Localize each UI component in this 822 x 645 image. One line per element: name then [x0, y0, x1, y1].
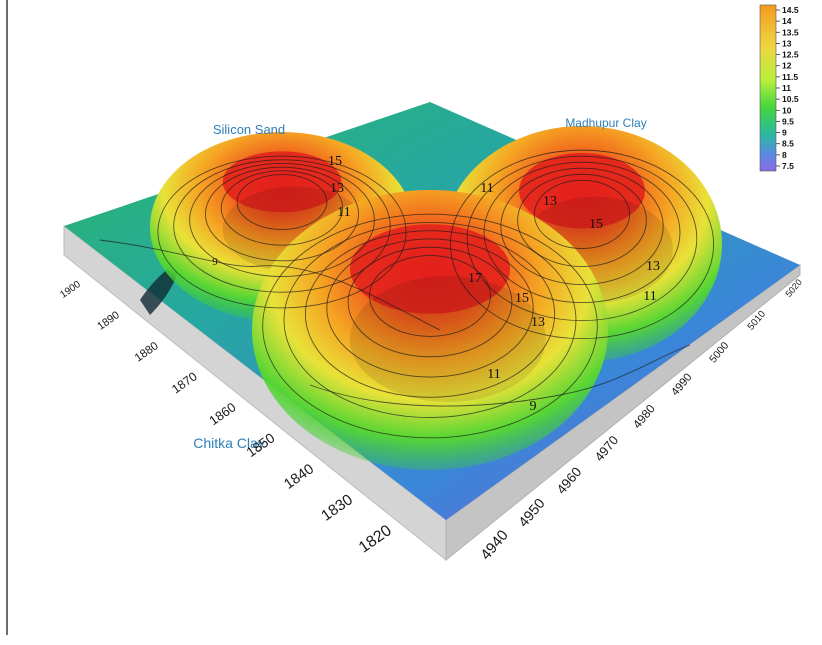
contour-label: 15	[515, 291, 529, 306]
contour-label: 17	[468, 271, 482, 286]
colorbar-tick-label: 11.5	[782, 72, 798, 82]
site-label-silicon-sand: Silicon Sand	[213, 122, 285, 137]
colorbar-tick-label: 8	[782, 150, 787, 160]
contour-line	[283, 221, 577, 419]
site-label-chitka-clay: Chitka Clay	[193, 435, 265, 451]
colorbar-tick-label: 9	[782, 128, 787, 138]
contour-line	[262, 213, 598, 439]
contour-line	[517, 173, 647, 267]
colorbar-ramp	[759, 4, 777, 172]
contour-line	[449, 149, 715, 340]
colorbar-tick-label: 10.5	[782, 94, 799, 104]
colorbar-tick-label: 11	[782, 83, 791, 93]
contour-label: 11	[643, 289, 656, 304]
contour-label: 13	[531, 315, 545, 330]
contour-line	[347, 246, 513, 358]
contour-label: 11	[487, 367, 500, 382]
y-tick-label: 1880	[133, 340, 161, 365]
y-tick-label: 1860	[206, 399, 238, 428]
contour-label: 11	[337, 205, 350, 220]
contour-label: 9	[212, 256, 218, 268]
colorbar-tick-label: 14	[782, 16, 792, 26]
colorbar-tick-label: 12	[782, 61, 792, 71]
left-border-line	[6, 0, 8, 635]
y-tick-label: 1830	[318, 491, 356, 524]
y-tick-label: 1900	[58, 279, 83, 301]
colorbar-tick-label: 10	[782, 105, 792, 115]
colorbar-tick-label: 13.5	[782, 27, 799, 37]
contour-label: 15	[328, 154, 342, 169]
contour-line	[369, 255, 491, 337]
contour-label: 15	[589, 217, 603, 232]
colorbar-tick-label: 8.5	[782, 139, 794, 149]
contour-line	[500, 167, 664, 286]
contour-label: 13	[543, 194, 557, 209]
contour-line	[326, 238, 534, 378]
y-tick-label: 1840	[281, 461, 317, 493]
colorbar-tick-label: 7.5	[782, 161, 794, 171]
contour-line	[189, 163, 375, 277]
y-tick-label: 1820	[356, 522, 395, 556]
contour-label: 13	[646, 259, 660, 274]
peak-chitka-clay	[252, 190, 608, 470]
contour-line	[204, 166, 360, 262]
y-tick-label: 1870	[169, 369, 200, 396]
y-tick-label: 1890	[95, 309, 122, 333]
contour-line	[483, 161, 681, 304]
colorbar-tick-label: 9.5	[782, 116, 794, 126]
contour-label: 11	[480, 181, 493, 196]
colorbar-tick-label: 14.5	[782, 5, 799, 15]
contour-line	[533, 179, 631, 249]
contour-lines	[99, 149, 715, 439]
colorbar-tick-label: 12.5	[782, 50, 799, 60]
contour-label: 13	[330, 181, 344, 196]
x-tick-label: 4950	[516, 496, 549, 531]
contour-line	[220, 170, 344, 246]
contour-label: 9	[530, 399, 537, 414]
site-label-madhupur-clay: Madhupur Clay	[565, 116, 646, 130]
contour-line	[309, 344, 691, 407]
x-tick-label: 4940	[477, 527, 511, 563]
contour-line	[236, 174, 328, 230]
contour-line	[466, 155, 698, 322]
colorbar-tick-label: 13	[782, 38, 792, 48]
contour-line	[99, 239, 441, 331]
contour-line	[304, 230, 556, 398]
